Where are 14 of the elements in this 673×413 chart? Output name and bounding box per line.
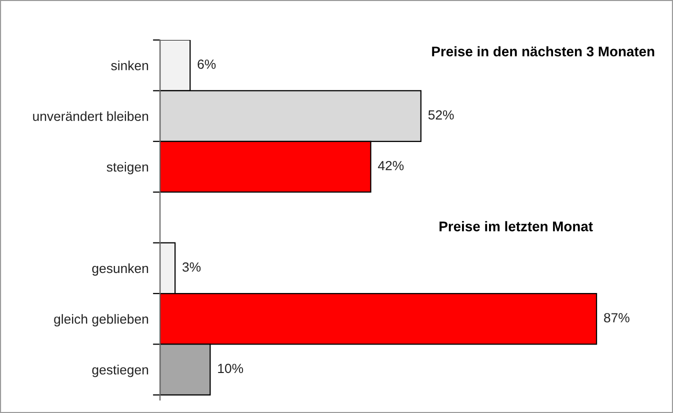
data-label: 10% [218, 364, 244, 374]
y-tick-label: steigen [106, 162, 148, 174]
data-label: 87% [604, 313, 630, 322]
y-tick-label: unverändert bleiben [33, 111, 148, 121]
data-label: 6% [198, 60, 216, 69]
y-tick-label: gestiegen [92, 364, 148, 378]
data-label: 52% [428, 110, 454, 120]
annotation: Preise in den nächsten 3 Monaten [432, 46, 654, 56]
data-label: 3% [182, 262, 201, 272]
data-label: 42% [378, 160, 404, 170]
annotation: Preise im letzten Monat [440, 221, 593, 232]
y-tick-label: sinken [111, 60, 148, 70]
y-tick-label: gesunken [92, 263, 148, 276]
y-tick-label: gleich geblieben [54, 314, 148, 326]
